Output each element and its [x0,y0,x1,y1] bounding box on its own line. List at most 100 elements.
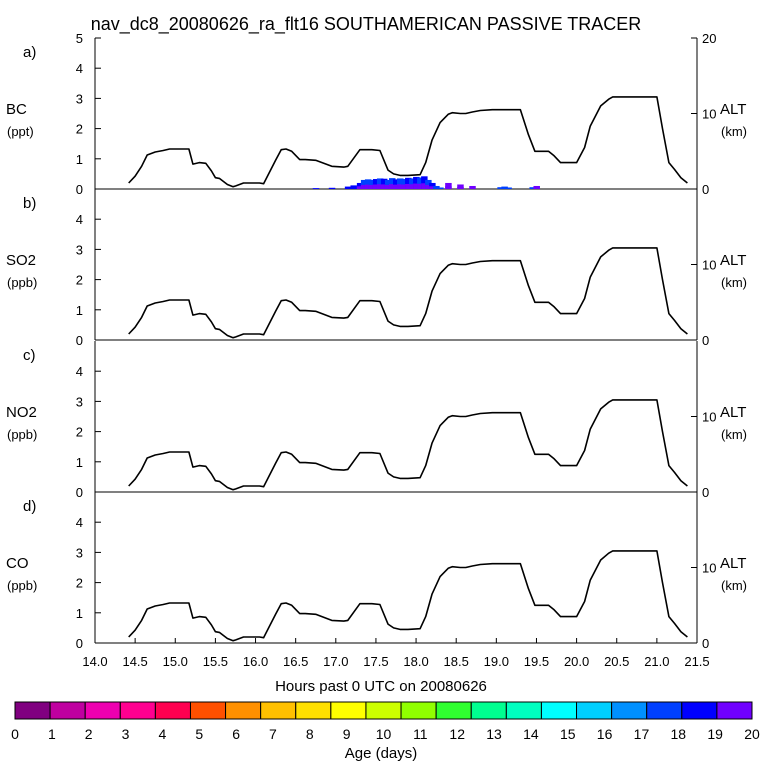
tracer-bar-overlay [388,184,396,189]
tracer-bar [350,185,357,189]
tracer-bar [372,179,380,189]
colorbar-swatch [295,701,332,720]
colorbar-tick-label: 16 [597,726,613,742]
panel-b: 0 1 2 3 4 0 10 b) SO2 (ppb) ALT (km) [6,189,747,348]
altitude-line [128,550,688,642]
y-tick-label: 2 [76,122,83,137]
unit-label: (ppt) [7,124,34,139]
x-tick-label: 15.5 [203,654,228,669]
colorbar-tick-label: 13 [486,726,502,742]
colorbar-swatch [49,701,86,720]
x-tick-label: 14.5 [122,654,147,669]
colorbar-swatch [576,701,613,720]
tracer-bar-overlay [376,184,384,189]
species-label: BC [6,101,27,118]
y-tick-label: 2 [76,273,83,288]
right-tick-label: 10 [702,107,716,122]
y-tick-label: 1 [76,152,83,167]
colorbar-tick-label: 15 [560,726,576,742]
colorbar-tick-label: 17 [634,726,650,742]
y-tick-label: 3 [76,545,83,560]
right-tick-label: 0 [702,485,709,500]
tracer-bar-overlay [457,186,464,189]
tracer-bar [328,187,336,189]
colorbar-swatch [470,701,507,720]
tracer-bar [425,179,432,189]
right-tick-label: 10 [702,410,716,425]
panel-label: b) [23,195,36,212]
tracer-bar-overlay [425,184,432,189]
tracer-bar-overlay [372,184,380,189]
x-tick-label: 17.0 [323,654,348,669]
colorbar-swatch [14,701,51,720]
right-tick-label: 0 [702,636,709,651]
tracer-bar [457,184,464,189]
tracer-bar-overlay [393,184,400,189]
tracer-bar [413,176,420,189]
y-tick-label: 3 [76,242,83,257]
panel-a: 0 1 2 3 4 5 0 10 20 a) BC (ppt) ALT (km) [6,31,747,197]
colorbar-swatch [505,701,542,720]
x-tick-label: 20.5 [604,654,629,669]
tracer-bar [356,182,364,189]
tracer-bar [497,187,504,189]
colorbar-tick-label: 11 [413,726,428,742]
colorbar-tick-label: 6 [232,726,240,742]
colorbar-swatch [540,701,578,720]
species-label: NO2 [6,404,37,421]
alt-unit-label: (km) [721,578,747,593]
y-tick-label: 4 [76,212,83,227]
colorbar-swatch [400,701,437,720]
tracer-bar [344,186,352,189]
colorbar-tick-label: 18 [671,726,687,742]
colorbar-tick-label: 2 [85,726,93,742]
tracer-bar [393,179,400,189]
alt-label: ALT [720,252,746,269]
tracer-bar [405,177,412,189]
panel-c: 0 1 2 3 4 0 10 c) NO2 (ppb) ALT (km) [6,341,747,500]
altitude-line [128,247,688,339]
x-tick-label: 20.0 [564,654,589,669]
alt-unit-label: (km) [721,427,747,442]
colorbar-tick-label: 3 [122,726,130,742]
colorbar-swatch [260,701,297,720]
colorbar-tick-label: 9 [343,726,351,742]
colorbar-swatch [646,701,683,720]
alt-label: ALT [720,101,746,118]
colorbar-swatch [84,701,121,720]
tracer-bar [417,177,424,189]
age-colorbar: 0 1 2 3 4 5 6 7 8 9 10 11 12 13 14 15 16 17 18 19 20 [11,701,760,742]
tracer-bar [388,178,396,189]
tracer-bar-overlay [413,183,420,189]
altitude-line [128,399,688,491]
y-tick-label: 0 [76,636,83,651]
colorbar-swatch [119,701,156,720]
tracer-bar [505,187,512,189]
tracer-bar [376,178,384,189]
y-tick-label: 1 [76,606,83,621]
y-tick-label: 4 [76,515,83,530]
tracer-bar-overlay [429,186,436,189]
panel-label: c) [23,347,36,364]
unit-label: (ppb) [7,578,37,593]
colorbar-swatch [330,701,367,720]
tracer-bar [312,188,320,189]
tracer-bar [437,187,444,189]
unit-label: (ppb) [7,275,37,290]
colorbar-swatch [189,701,227,720]
x-axis-label: Hours past 0 UTC on 20080626 [275,678,487,695]
colorbar-tick-label: 10 [376,726,392,742]
y-tick-label: 0 [76,333,83,348]
species-label: SO2 [6,252,36,269]
colorbar-swatch [154,701,191,720]
colorbar-swatch [681,701,718,720]
species-label: CO [6,555,29,572]
x-tick-label: 15.0 [163,654,188,669]
tracer-bar-overlay [380,184,388,189]
tracer-bar [529,187,536,189]
x-tick-label: 18.0 [403,654,428,669]
colorbar-swatch [716,701,753,720]
y-tick-label: 5 [76,31,83,46]
x-tick-label: 19.0 [484,654,509,669]
y-tick-label: 2 [76,425,83,440]
